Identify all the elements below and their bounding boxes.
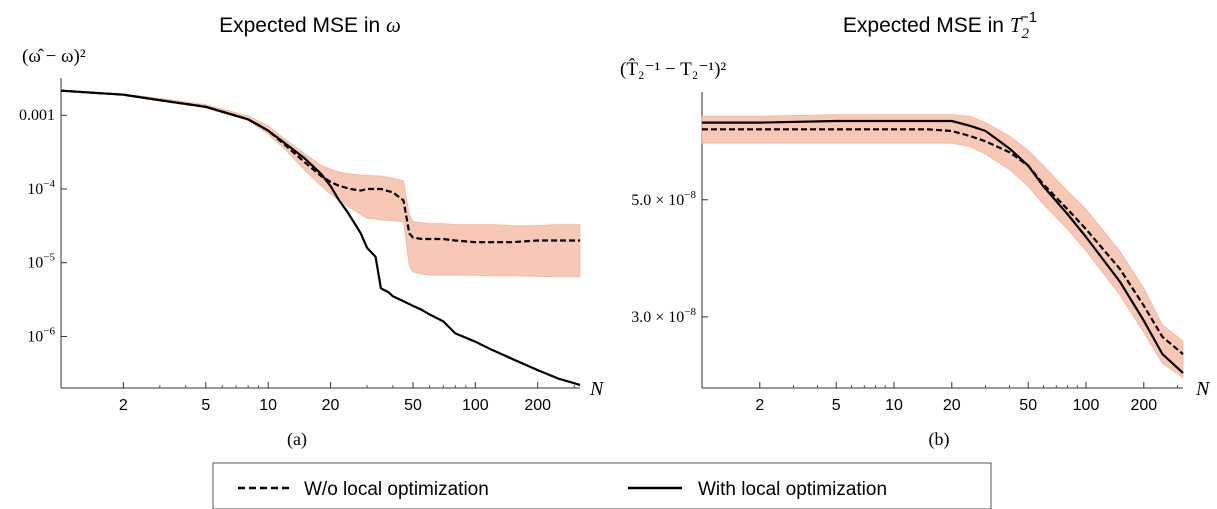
chart-a-xlabel: N (589, 378, 605, 400)
chart-b-x-tick-label: 10 (885, 397, 903, 414)
chart-a-x-tick-label: 10 (259, 397, 277, 414)
chart-a-x-tick-label: 20 (322, 397, 340, 414)
legend-box (212, 462, 992, 509)
chart-b-x-tick-label: 200 (1130, 397, 1157, 414)
chart-b-confidence-band (701, 114, 1184, 379)
chart-b-y-tick-label: 3.0 × 10−8 (631, 306, 696, 326)
chart-a: Expected MSE in ω (ω̂ − ω)² 2 5 10 20 50 100 2… (19, 13, 605, 450)
chart-a-confidence-band (60, 89, 581, 278)
chart-b-title: Expected MSE in T2−1 (843, 9, 1037, 42)
chart-a-x-tick-label: 200 (524, 397, 551, 414)
legend-label-wo-local: W/o local optimization (304, 479, 489, 500)
legend-label-with-local: With local optimization (698, 479, 887, 500)
chart-b-series-with-local-line (702, 119, 1184, 374)
chart-b-x-tick-label: 5 (832, 397, 841, 414)
chart-b-sublabel: (b) (929, 429, 950, 450)
chart-b-x-tick-label: 100 (1073, 397, 1100, 414)
chart-a-y-tick-label: 10−5 (27, 252, 55, 272)
chart-b-xlabel: N (1195, 378, 1211, 400)
chart-a-y-tick-label: 10−4 (27, 178, 55, 198)
chart-b-y-tick-label: 5.0 × 10−8 (631, 189, 696, 209)
chart-a-series-with-local-line (60, 89, 581, 386)
chart-a-x-tick-label: 100 (462, 397, 489, 414)
chart-b-x-tick-label: 50 (1019, 397, 1037, 414)
chart-b-x-tick-label: 2 (755, 397, 764, 414)
chart-b-ylabel: (T̂₂⁻¹ − T₂⁻¹)² (620, 58, 726, 80)
chart-a-plot-area: 2 5 10 20 50 100 200 0.001 10−4 10−5 10−6 (19, 78, 581, 414)
chart-b-x-tick-label: 20 (943, 397, 961, 414)
chart-a-y-tick-label: 0.001 (19, 107, 55, 124)
chart-b-plot-area: 2 5 10 20 50 100 200 5.0 × 10−8 3.0 × 10−8 (631, 92, 1184, 414)
chart-b: Expected MSE in T2−1 (T̂₂⁻¹ − T₂⁻¹)² 2 5 1… (620, 9, 1211, 450)
chart-a-x-tick-label: 50 (404, 397, 422, 414)
chart-a-y-tick-label: 10−6 (27, 325, 55, 345)
chart-a-x-tick-label: 2 (119, 397, 128, 414)
legend: W/o local optimization With local optimi… (212, 462, 992, 509)
chart-a-sublabel: (a) (287, 429, 307, 450)
chart-a-series-wo-local-line (60, 89, 580, 244)
chart-a-title: Expected MSE in ω (219, 13, 401, 37)
chart-a-x-tick-label: 5 (201, 397, 210, 414)
chart-b-series-wo-local-line (702, 128, 1184, 355)
chart-a-ylabel: (ω̂ − ω)² (22, 46, 86, 67)
